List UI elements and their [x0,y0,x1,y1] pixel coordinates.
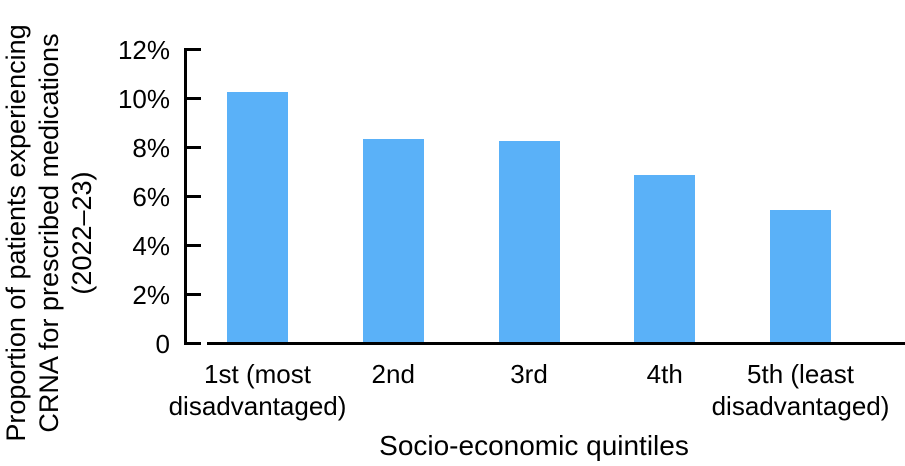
y-tick-label: 12% [117,34,170,65]
x-axis-line [207,342,905,345]
y-tick-mark [187,342,201,345]
x-tick-label-line: 4th [646,359,683,389]
bar-2 [362,138,424,342]
y-tick-label: 4% [132,230,170,261]
x-tick-label-line: 2nd [371,359,415,389]
y-tick-label: 0 [155,328,170,359]
x-tick-label-line: disadvantaged) [711,391,890,421]
y-axis-title-line: CRNA for prescribed medications [34,33,64,433]
x-tick-label-line: 1st (most [204,359,311,389]
y-tick-mark [187,195,201,198]
bar-1 [227,92,288,342]
x-tick-label: 1st (most disadvantaged) [133,358,383,422]
x-tick-label-line: 5th (least [747,359,854,389]
y-tick-label: 8% [132,132,170,163]
bar-3 [498,141,560,342]
y-tick-mark [187,48,201,51]
y-axis-line [184,48,187,345]
x-tick-label-line: disadvantaged) [168,391,347,421]
y-tick-mark [187,244,201,247]
x-tick-label: 2nd [268,358,518,390]
y-axis-title-line: Proportion of patients experiencing [1,24,31,442]
x-axis-title: Socio-economic quintiles [379,430,689,461]
x-tick-label: 5th (least disadvantaged) [676,358,905,422]
y-tick-label: 10% [117,83,170,114]
y-tick-mark [187,146,201,149]
y-tick-mark [187,97,201,100]
bar-4 [634,175,696,342]
bar-5 [770,209,831,342]
x-tick-label-line: 3rd [510,359,548,389]
y-tick-mark [187,293,201,296]
x-tick-label: 4th [540,358,790,390]
y-tick-label: 6% [132,181,170,212]
y-tick-label: 2% [132,279,170,310]
x-tick-label: 3rd [404,358,654,390]
